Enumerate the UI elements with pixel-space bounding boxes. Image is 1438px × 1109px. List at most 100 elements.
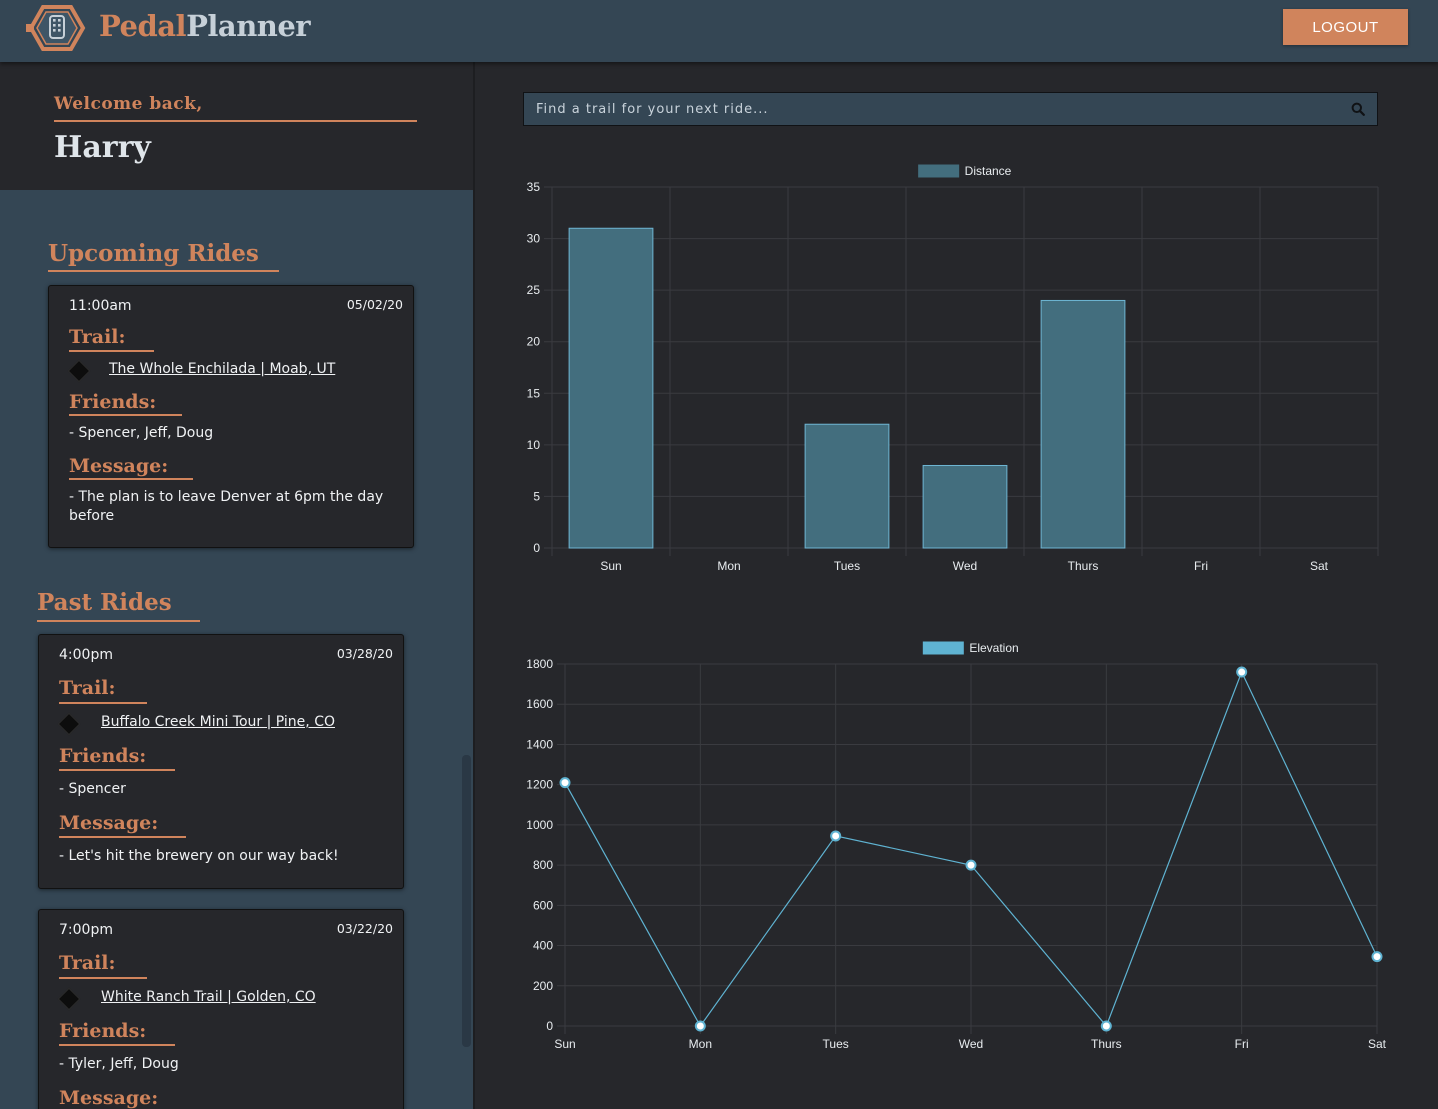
trail-label-underline [59, 977, 147, 979]
trail-label: Trail: [59, 677, 116, 699]
message-label-underline [69, 478, 193, 480]
elevation-point [830, 830, 842, 842]
trail-search-bar[interactable] [523, 92, 1378, 126]
x-tick-label: Sat [1368, 1037, 1387, 1051]
ride-date: 05/02/20 [346, 297, 403, 312]
y-tick-label: 1800 [526, 657, 553, 671]
x-tick-label: Sun [554, 1037, 575, 1051]
trail-search-input[interactable] [536, 93, 1336, 125]
message-label: Message: [59, 812, 159, 834]
x-tick-label: Thurs [1091, 1037, 1122, 1051]
elevation-point [965, 859, 977, 871]
distance-bar-chart: Distance 0 5 10 15 20 25 30 35 Sun Mon Tues Wed Thurs… [527, 164, 1379, 573]
friends-label-underline [59, 1044, 175, 1046]
brand-name[interactable]: PedalPlanner [99, 9, 311, 43]
upcoming-ride-card[interactable]: 11:00am 05/02/20 Trail: The Whole Enchil… [48, 285, 414, 548]
upcoming-rides-title: Upcoming Rides [48, 240, 259, 267]
trail-difficulty-icon [57, 712, 81, 736]
ride-date: 03/22/20 [336, 921, 393, 936]
distance-bar [1040, 299, 1126, 549]
x-tick-label: Thurs [1068, 559, 1099, 573]
trail-difficulty-icon [67, 359, 91, 383]
past-ride-card[interactable]: 7:00pm 03/22/20 Trail: White Ranch Trail… [38, 909, 404, 1109]
message-label: Message: [69, 455, 169, 477]
legend-swatch [922, 641, 964, 655]
x-tick-label: Wed [953, 559, 977, 573]
friends-label-underline [69, 414, 182, 416]
search-icon[interactable] [1351, 102, 1365, 116]
bike-logo-icon[interactable] [26, 4, 88, 52]
trail-link[interactable]: Buffalo Creek Mini Tour | Pine, CO [101, 714, 335, 730]
elevation-point [1100, 1020, 1112, 1032]
ride-message: - The plan is to leave Denver at 6pm the… [69, 489, 384, 524]
elevation-line-chart: Elevation 0 200 400 600 800 1000 1200 1400 1600 18… [526, 641, 1387, 1051]
logout-button[interactable]: LOGOUT [1283, 9, 1408, 45]
upcoming-rides-underline [48, 270, 279, 272]
friends-label: Friends: [59, 1020, 147, 1042]
y-tick-label: 1600 [526, 697, 553, 711]
y-tick-label: 800 [533, 858, 553, 872]
x-tick-label: Sun [600, 559, 621, 573]
welcome-underline [54, 120, 417, 122]
y-tick-label: 200 [533, 979, 553, 993]
message-label: Message: [59, 1087, 159, 1109]
ride-time: 7:00pm [59, 922, 113, 938]
past-rides-title: Past Rides [37, 589, 172, 616]
y-tick-label: 35 [527, 180, 541, 194]
x-tick-label: Tues [823, 1037, 849, 1051]
y-tick-label: 400 [533, 939, 553, 953]
past-ride-card[interactable]: 4:00pm 03/28/20 Trail: Buffalo Creek Min… [38, 634, 404, 889]
x-tick-label: Sat [1310, 559, 1329, 573]
trail-label-underline [59, 702, 147, 704]
trail-label: Trail: [59, 952, 116, 974]
y-tick-label: 10 [527, 438, 541, 452]
friends-label: Friends: [59, 745, 147, 767]
y-tick-label: 25 [527, 283, 541, 297]
brand-name-part2: Planner [186, 9, 311, 43]
elevation-point [694, 1020, 706, 1032]
friends-label-underline [59, 769, 175, 771]
y-tick-label: 15 [527, 386, 541, 400]
elevation-point [1371, 951, 1383, 963]
ride-friends: - Spencer, Jeff, Doug [69, 425, 214, 441]
y-tick-label: 1200 [526, 778, 553, 792]
y-tick-label: 1000 [526, 818, 553, 832]
x-tick-label: Fri [1235, 1037, 1249, 1051]
brand-name-part1: Pedal [99, 9, 187, 43]
legend-label: Elevation [969, 641, 1018, 655]
welcome-label: Welcome back, [54, 94, 203, 114]
friends-label: Friends: [69, 391, 157, 413]
ride-time: 4:00pm [59, 647, 113, 663]
y-tick-label: 5 [533, 489, 540, 503]
x-tick-label: Mon [717, 559, 740, 573]
x-tick-label: Wed [959, 1037, 983, 1051]
top-navbar: PedalPlanner LOGOUT [0, 0, 1438, 62]
y-tick-label: 20 [527, 335, 541, 349]
ride-friends: - Tyler, Jeff, Doug [59, 1056, 179, 1072]
distance-bar [804, 423, 890, 549]
legend-swatch [918, 164, 960, 178]
rides-sidebar[interactable]: Upcoming Rides 11:00am 05/02/20 Trail: T… [0, 190, 473, 1109]
trail-difficulty-icon [57, 987, 81, 1011]
welcome-panel: Welcome back, Harry [0, 62, 473, 190]
distance-bar [922, 464, 1008, 549]
x-tick-label: Fri [1194, 559, 1208, 573]
trail-label-underline [69, 350, 154, 352]
y-tick-label: 30 [527, 232, 541, 246]
y-tick-label: 1400 [526, 737, 553, 751]
x-tick-label: Mon [689, 1037, 712, 1051]
elevation-point [559, 777, 571, 789]
ride-friends: - Spencer [59, 781, 126, 797]
trail-link[interactable]: The Whole Enchilada | Moab, UT [109, 361, 336, 377]
trail-label: Trail: [69, 326, 126, 348]
trail-link[interactable]: White Ranch Trail | Golden, CO [101, 989, 316, 1005]
sidebar-scrollbar[interactable] [462, 755, 471, 1047]
ride-message: - Let's hit the brewery on our way back! [59, 848, 339, 864]
x-tick-label: Tues [834, 559, 860, 573]
legend-label: Distance [965, 164, 1012, 178]
y-tick-label: 0 [546, 1019, 553, 1033]
past-rides-underline [37, 620, 200, 622]
ride-date: 03/28/20 [336, 646, 393, 661]
message-label-underline [59, 836, 186, 838]
distance-bar [568, 227, 654, 549]
